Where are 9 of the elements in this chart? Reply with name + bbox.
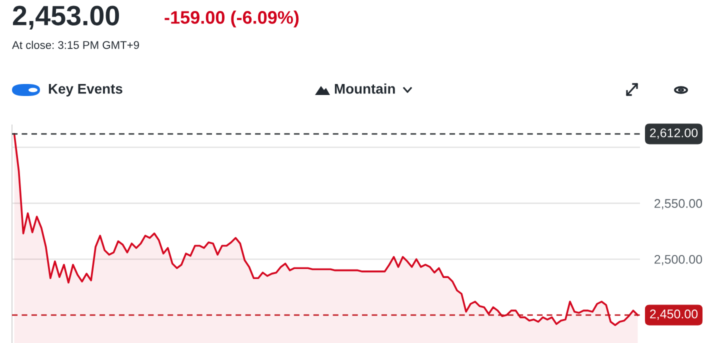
y-tick-label: 2,550.00	[654, 199, 702, 210]
ref-line-label: 2,450.00	[650, 310, 698, 320]
chart-subtitle: -159.00 (-6.09%)	[164, 10, 299, 28]
chart-title: 2,453.00	[12, 6, 119, 30]
text: Key Events	[48, 84, 122, 96]
y-tick-label: 2,500.00	[654, 254, 702, 266]
ref-line-label: 2,612.00	[650, 128, 698, 139]
text: At close: 3:15 PM GMT+9	[12, 40, 139, 49]
text: Mountain	[334, 84, 395, 94]
